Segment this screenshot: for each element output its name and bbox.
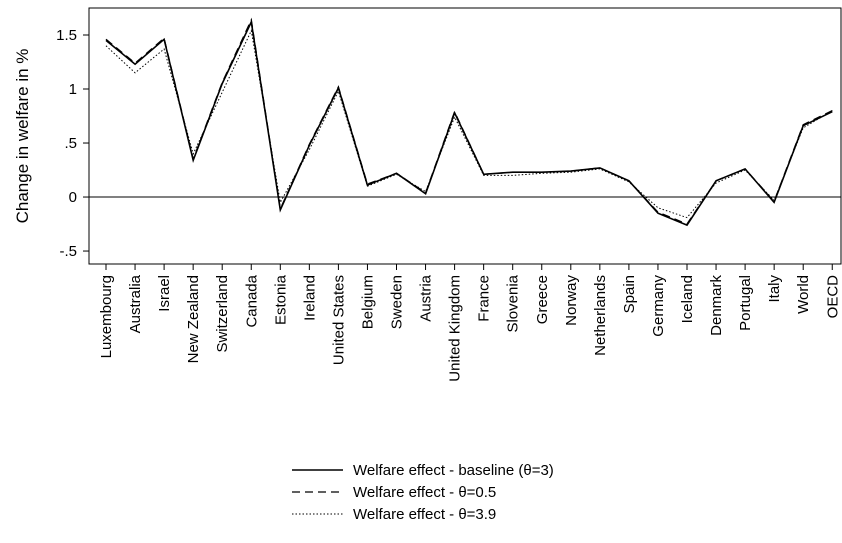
y-tick-label: 0 — [69, 189, 77, 206]
x-tick-label: Israel — [156, 275, 173, 312]
y-axis-title: Change in welfare in % — [13, 49, 32, 224]
x-tick-label: France — [476, 275, 493, 322]
x-tick-label: Ireland — [301, 275, 318, 321]
x-tick-label: Austria — [418, 274, 435, 321]
x-tick-label: Luxembourg — [98, 275, 115, 358]
plot-area — [88, 7, 842, 265]
y-tick-label: -.5 — [59, 243, 77, 260]
x-tick-label: Belgium — [359, 275, 376, 329]
y-tick-label: 1 — [69, 81, 77, 98]
x-tick-label: New Zealand — [185, 275, 202, 363]
legend-label: Welfare effect - baseline (θ=3) — [353, 462, 554, 479]
x-axis: Luxembourg Australia Israel New Zealand Swit… — [89, 263, 841, 382]
x-tick-label: Sweden — [389, 275, 406, 329]
x-tick-label: Slovenia — [505, 274, 522, 332]
series-layer — [105, 17, 833, 227]
x-tick-label: OECD — [824, 275, 841, 319]
x-tick-label: United States — [330, 275, 347, 365]
x-tick-label: Denmark — [708, 275, 725, 336]
legend-label: Welfare effect - θ=3.9 — [353, 506, 496, 523]
series-line-dashed — [105, 17, 833, 225]
x-tick-label: Netherlands — [592, 275, 609, 356]
x-tick-label: Norway — [563, 275, 580, 326]
x-tick-label: Portugal — [737, 275, 754, 331]
y-tick-label: 1.5 — [56, 27, 77, 44]
y-tick-label: .5 — [64, 135, 77, 152]
x-tick-label: Italy — [766, 275, 783, 303]
legend-label: Welfare effect - θ=0.5 — [353, 484, 496, 501]
x-tick-label: Greece — [534, 275, 551, 324]
x-tick-label: United Kingdom — [447, 275, 464, 382]
x-tick-label: Germany — [650, 275, 667, 337]
y-axis: Change in welfare in % -.5 0 .5 1 1.5 — [13, 8, 90, 264]
x-tick-label: Iceland — [679, 275, 696, 323]
x-tick-label: Australia — [127, 274, 144, 333]
x-tick-label: Canada — [243, 274, 260, 327]
legend: Welfare effect - baseline (θ=3) Welfare e… — [292, 462, 554, 523]
series-line-dotted — [105, 29, 833, 219]
x-tick-label: Spain — [621, 275, 638, 313]
x-tick-label: Estonia — [272, 274, 289, 325]
x-tick-label: Switzerland — [214, 275, 231, 353]
series-line-solid — [105, 19, 833, 227]
x-tick-label: World — [795, 275, 812, 314]
